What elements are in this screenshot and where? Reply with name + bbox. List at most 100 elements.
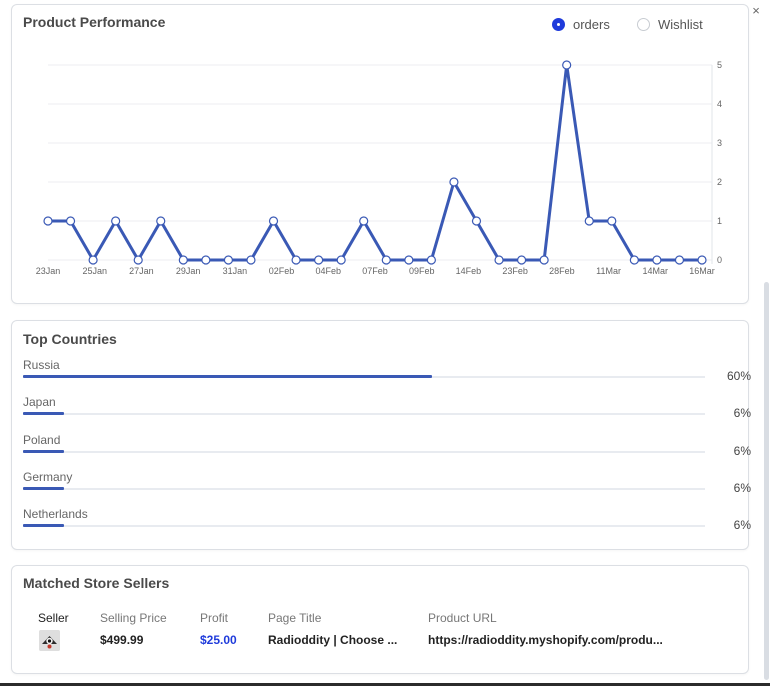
data-point — [426, 255, 436, 265]
country-name: Germany — [23, 470, 73, 484]
legend-orders[interactable]: orders — [552, 17, 610, 32]
x-tick-label: 28Feb — [549, 266, 575, 276]
data-point — [652, 255, 662, 265]
y-tick-label: 4 — [717, 99, 722, 109]
data-point — [156, 216, 166, 226]
performance-title: Product Performance — [23, 14, 166, 30]
performance-line-chart: 0 1 2 3 4 5 23Jan 25Jan 27Jan 29Jan 31Jan 02Feb 04Fe… — [36, 60, 722, 276]
data-point — [516, 255, 527, 265]
x-tick-label: 07Feb — [362, 266, 388, 276]
country-name: Poland — [23, 433, 61, 447]
data-point — [291, 255, 301, 265]
country-bar-track — [23, 524, 705, 527]
top-countries-card: Top Countries Russia 60% Japan 6% Poland… — [11, 320, 751, 550]
data-point — [314, 255, 324, 265]
data-point — [539, 255, 549, 265]
header-selling-price: Selling Price — [100, 611, 167, 625]
data-point — [88, 255, 98, 265]
x-tick-label: 14Mar — [643, 266, 669, 276]
data-point — [359, 216, 369, 226]
data-point — [201, 255, 211, 265]
data-point — [381, 255, 391, 265]
data-point — [223, 255, 234, 265]
data-point — [404, 255, 414, 265]
data-point — [471, 216, 482, 226]
country-percent: 6% — [733, 481, 751, 495]
bottom-divider — [0, 683, 770, 686]
close-icon[interactable]: × — [752, 3, 760, 18]
seller-logo-icon — [39, 630, 60, 651]
country-bar-track — [23, 487, 705, 490]
x-tick-label: 23Feb — [502, 266, 528, 276]
sellers-title: Matched Store Sellers — [23, 575, 170, 591]
countries-title: Top Countries — [23, 331, 117, 347]
header-page-title: Page Title — [268, 611, 322, 625]
vertical-scrollbar[interactable] — [764, 282, 769, 680]
x-tick-label: 27Jan — [129, 266, 154, 276]
country-row: Japan 6% — [23, 395, 751, 425]
legend-wishlist-label: Wishlist — [658, 17, 703, 32]
country-percent: 60% — [726, 369, 751, 383]
x-tick-label: 31Jan — [223, 266, 248, 276]
x-tick-label: 09Feb — [409, 266, 435, 276]
seller-avatar[interactable] — [39, 630, 60, 651]
y-tick-label: 5 — [717, 60, 722, 70]
x-tick-label: 04Feb — [316, 266, 342, 276]
legend-wishlist[interactable]: Wishlist — [637, 17, 703, 32]
data-point — [697, 255, 707, 265]
legend-orders-label: orders — [573, 17, 610, 32]
country-row: Russia 60% — [23, 358, 751, 388]
data-point — [562, 60, 572, 70]
country-row: Germany 6% — [23, 470, 751, 500]
series-line-orders — [48, 63, 702, 262]
header-profit: Profit — [200, 611, 229, 625]
country-bar-fill — [23, 487, 64, 490]
country-row: Poland 6% — [23, 433, 751, 463]
header-product-url: Product URL — [428, 611, 497, 625]
cell-selling-price: $499.99 — [100, 633, 144, 647]
data-point — [674, 255, 685, 265]
x-tick-label: 29Jan — [176, 266, 201, 276]
x-tick-label: 23Jan — [36, 266, 61, 276]
data-point — [178, 255, 188, 265]
country-bar-fill — [23, 450, 64, 453]
data-point — [246, 255, 256, 265]
data-point — [629, 255, 639, 265]
country-bar-track — [23, 412, 705, 415]
country-percent: 6% — [733, 444, 751, 458]
matched-sellers-card: Matched Store Sellers Seller Selling Pri… — [11, 565, 749, 674]
data-point — [607, 216, 617, 226]
y-tick-label: 3 — [717, 138, 722, 148]
orders-radio-icon[interactable] — [552, 18, 565, 31]
country-bar-track — [23, 375, 705, 378]
cell-profit: $25.00 — [200, 633, 237, 647]
x-tick-label: 16Mar — [689, 266, 715, 276]
cell-product-url[interactable]: https://radioddity.myshopify.com/produ..… — [428, 633, 663, 647]
data-point — [584, 216, 594, 226]
country-row: Netherlands 6% — [23, 507, 751, 537]
country-bar-track — [23, 450, 705, 453]
x-tick-label: 02Feb — [269, 266, 295, 276]
x-tick-label: 11Mar — [596, 266, 621, 276]
data-point — [336, 255, 346, 265]
x-tick-label: 25Jan — [82, 266, 107, 276]
country-percent: 6% — [733, 406, 751, 420]
data-point — [133, 255, 143, 265]
y-tick-label: 0 — [717, 255, 722, 265]
data-point — [449, 177, 459, 187]
data-point — [494, 255, 504, 265]
data-point — [43, 216, 53, 226]
x-tick-label: 14Feb — [456, 266, 482, 276]
country-percent: 6% — [733, 518, 751, 532]
y-tick-label: 2 — [717, 177, 722, 187]
country-bar-fill — [23, 524, 64, 527]
header-seller: Seller — [38, 611, 69, 625]
country-name: Japan — [23, 395, 56, 409]
y-tick-label: 1 — [717, 216, 722, 226]
data-point — [65, 216, 76, 226]
cell-page-title[interactable]: Radioddity | Choose ... — [268, 633, 398, 647]
country-name: Russia — [23, 358, 60, 372]
country-name: Netherlands — [23, 507, 88, 521]
wishlist-radio-icon[interactable] — [637, 18, 650, 31]
